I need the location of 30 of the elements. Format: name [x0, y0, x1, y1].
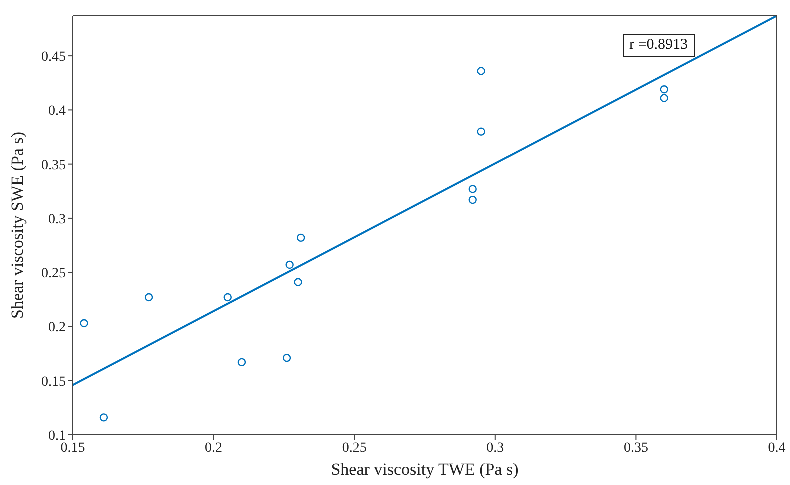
point: [660, 94, 668, 102]
point: [294, 278, 302, 286]
x-tick-label: 0.3: [486, 440, 504, 456]
y-tick-label: 0.3: [48, 212, 66, 228]
y-tick-label: 0.4: [48, 104, 66, 120]
annotation: r =0.8913: [622, 34, 695, 57]
point: [144, 293, 154, 302]
point: [100, 414, 108, 422]
point: [468, 196, 477, 204]
x-tick-label: 0.25: [342, 440, 367, 456]
y-tick-label: 0.15: [42, 374, 66, 390]
x-axis-title: Shear viscosity TWE (Pa s): [331, 460, 519, 479]
y-tick-label: 0.35: [42, 158, 66, 174]
point: [477, 67, 486, 76]
y-tick-label: 0.25: [42, 266, 66, 282]
point: [296, 234, 306, 242]
point: [238, 358, 246, 367]
x-tick-label: 0.35: [624, 440, 648, 456]
x-tick-label: 0.2: [205, 440, 223, 456]
point: [224, 293, 232, 302]
y-tick-label: 0.2: [48, 320, 66, 336]
point: [660, 86, 668, 94]
point: [477, 128, 486, 136]
point: [80, 319, 88, 328]
x-tick-label: 0.4: [768, 440, 786, 456]
y-tick-label: 0.45: [42, 50, 66, 66]
point: [282, 354, 292, 362]
point: [468, 185, 477, 194]
y-axis-title: Shear viscosity SWE (Pa s): [8, 132, 28, 319]
point: [286, 260, 294, 270]
